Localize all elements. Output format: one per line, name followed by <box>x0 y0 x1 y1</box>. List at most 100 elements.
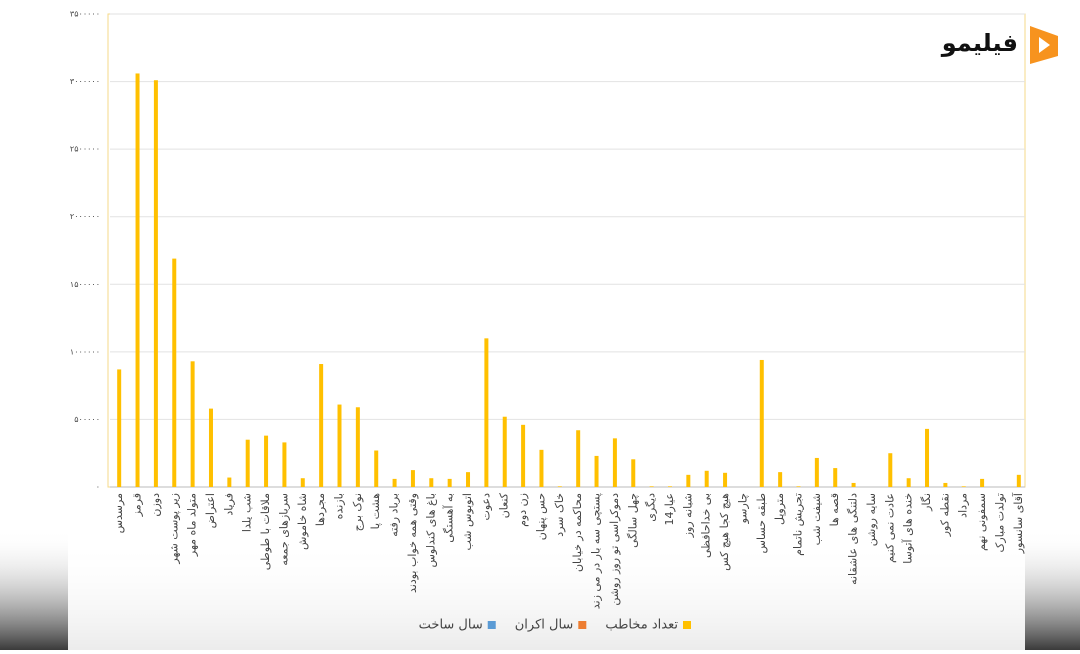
x-tick-label: پستچی سه بار در می زند <box>590 493 603 609</box>
x-tick-label: کنعان <box>498 492 511 518</box>
bar <box>264 435 269 487</box>
x-tick-label: هیچ کجا هیچ کس <box>718 493 731 571</box>
bar <box>227 477 232 487</box>
bar <box>961 486 966 487</box>
legend-swatch <box>487 621 496 629</box>
bar <box>300 478 305 487</box>
bar <box>704 470 709 487</box>
bar <box>906 478 911 487</box>
x-tick-label: شیفت شب <box>810 493 823 545</box>
x-tick-label: شب یلدا <box>241 493 254 532</box>
x-tick-label: دموکراسی تو روز روشن <box>608 493 621 606</box>
x-tick-label: اتوبوس شب <box>461 493 474 550</box>
x-tick-label: دلتنگی های عاشقانه <box>847 493 860 585</box>
bar <box>576 430 581 487</box>
x-tick-label: دیگری <box>645 493 658 522</box>
x-tick-label: عیار14 <box>663 493 676 526</box>
x-tick-label: تجریش ناتمام <box>792 493 805 556</box>
x-tick-label: ملاقات با طوطی <box>259 493 272 570</box>
x-tick-label: محاکمه در خیابان <box>571 493 584 572</box>
y-tick-label: ۳۰۰۰۰۰۰ <box>70 77 100 86</box>
legend-label: سال ساخت <box>419 618 483 633</box>
bar <box>667 486 672 487</box>
bar <box>925 428 930 487</box>
legend-swatch <box>578 621 587 629</box>
y-tick-label: ۳۵۰۰۰۰۰ <box>70 10 100 19</box>
x-tick-label: نوک برج <box>351 493 364 531</box>
bar <box>117 369 122 487</box>
chart-panel <box>68 0 1025 650</box>
bar <box>594 455 599 487</box>
bar <box>612 438 617 487</box>
x-tick-label: به آهستگی <box>442 493 456 543</box>
x-tick-label: اعتراض <box>204 493 217 528</box>
x-tick-label: سمفونی نهم <box>975 493 988 551</box>
bar <box>778 472 783 487</box>
x-tick-label: تولدت مبارک <box>993 493 1006 552</box>
logo-play <box>1039 37 1050 53</box>
bar <box>539 449 544 487</box>
x-tick-label: نگار <box>920 493 933 512</box>
x-tick-label: قصه ها <box>828 493 841 526</box>
x-tick-label: مرداد <box>957 493 970 518</box>
bar <box>190 361 195 487</box>
y-tick-label: ۲۵۰۰۰۰۰ <box>70 145 100 154</box>
x-tick-label: بازنده <box>333 493 346 519</box>
x-tick-label: نقطه کور <box>938 493 951 537</box>
bar <box>759 359 764 487</box>
x-tick-label: چارسو <box>736 493 749 524</box>
x-tick-label: عادت نمی کنیم <box>883 493 896 563</box>
x-tick-label: وقتی همه خواب بودند <box>406 493 419 593</box>
bar <box>980 478 985 487</box>
logo: فیلیمو <box>941 26 1058 64</box>
bar <box>319 364 324 487</box>
legend-swatch <box>683 621 691 629</box>
y-tick-label: ۱۰۰۰۰۰۰ <box>70 347 100 356</box>
bar <box>466 472 471 487</box>
bar <box>851 482 856 487</box>
bar <box>245 439 250 487</box>
bar <box>337 404 342 487</box>
x-tick-label: چهل سالگی <box>626 493 639 548</box>
x-tick-label: خاک سرد <box>553 493 566 537</box>
x-tick-label: شاه خاموش <box>296 493 309 550</box>
bar <box>447 478 452 487</box>
bar <box>410 470 415 487</box>
x-tick-label: دوزن <box>149 493 162 517</box>
bar <box>557 486 562 487</box>
x-tick-label: فریاد <box>222 493 235 516</box>
bar <box>943 482 948 487</box>
x-tick-label: حس پنهان <box>534 493 547 540</box>
bar <box>208 408 213 487</box>
bar <box>796 486 801 487</box>
x-tick-label: برباد رفته <box>388 493 401 537</box>
bar <box>172 258 177 487</box>
x-tick-label: باغ های کندلوس <box>424 493 437 568</box>
y-tick-label: ۱۵۰۰۰۰۰ <box>70 280 100 289</box>
legend-label: تعداد مخاطب <box>605 618 678 633</box>
bar <box>282 442 287 487</box>
bar <box>686 474 691 487</box>
bar <box>521 424 526 487</box>
x-tick-label: سربازهای جمعه <box>277 493 290 566</box>
x-tick-label: طبقه حساس <box>755 493 768 554</box>
bar <box>135 73 140 487</box>
bar <box>502 416 507 487</box>
x-tick-label: زیر پوست شهر <box>167 493 180 565</box>
y-tick-label: ۵۰۰۰۰۰ <box>74 415 100 424</box>
x-tick-label: آقای سانسور <box>1011 492 1025 554</box>
y-tick-label: ۲۰۰۰۰۰۰ <box>70 212 100 221</box>
x-tick-label: هشت پا <box>369 493 382 530</box>
legend-label: سال اکران <box>515 618 574 633</box>
x-tick-label: بی خداحافظی <box>700 493 713 558</box>
x-tick-label: زن دوم <box>516 493 529 527</box>
bar <box>888 453 893 487</box>
bar <box>723 472 728 487</box>
x-tick-label: مرسدس <box>112 493 125 533</box>
logo-text: فیلیمو <box>941 29 1018 57</box>
x-tick-label: سایه روشن <box>865 493 878 546</box>
x-tick-label: متولد ماه مهر <box>186 493 199 557</box>
bar <box>374 450 379 487</box>
x-tick-label: شبانه روز <box>681 493 694 538</box>
